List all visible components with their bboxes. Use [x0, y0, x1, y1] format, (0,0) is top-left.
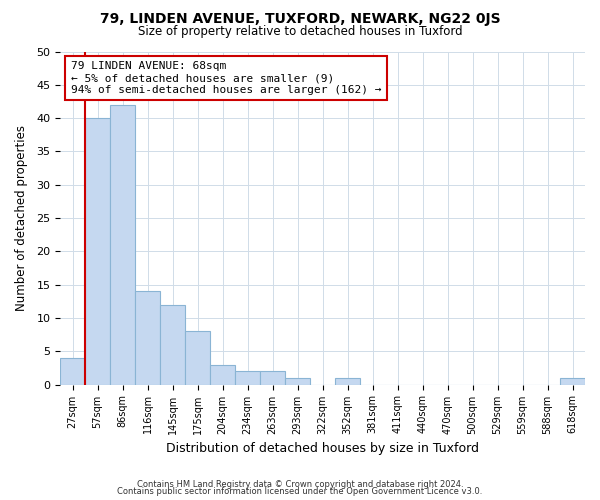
Bar	[285, 378, 310, 384]
X-axis label: Distribution of detached houses by size in Tuxford: Distribution of detached houses by size …	[166, 442, 479, 455]
Text: Size of property relative to detached houses in Tuxford: Size of property relative to detached ho…	[137, 25, 463, 38]
Bar	[210, 364, 235, 384]
Bar	[135, 292, 160, 384]
Bar	[60, 358, 85, 384]
Bar	[110, 105, 135, 384]
Bar	[235, 371, 260, 384]
Bar	[85, 118, 110, 384]
Bar	[160, 304, 185, 384]
Bar	[185, 332, 210, 384]
Bar	[260, 371, 285, 384]
Text: Contains public sector information licensed under the Open Government Licence v3: Contains public sector information licen…	[118, 488, 482, 496]
Text: 79, LINDEN AVENUE, TUXFORD, NEWARK, NG22 0JS: 79, LINDEN AVENUE, TUXFORD, NEWARK, NG22…	[100, 12, 500, 26]
Text: Contains HM Land Registry data © Crown copyright and database right 2024.: Contains HM Land Registry data © Crown c…	[137, 480, 463, 489]
Bar	[335, 378, 360, 384]
Text: 79 LINDEN AVENUE: 68sqm
← 5% of detached houses are smaller (9)
94% of semi-deta: 79 LINDEN AVENUE: 68sqm ← 5% of detached…	[71, 62, 381, 94]
Bar	[560, 378, 585, 384]
Y-axis label: Number of detached properties: Number of detached properties	[15, 125, 28, 311]
